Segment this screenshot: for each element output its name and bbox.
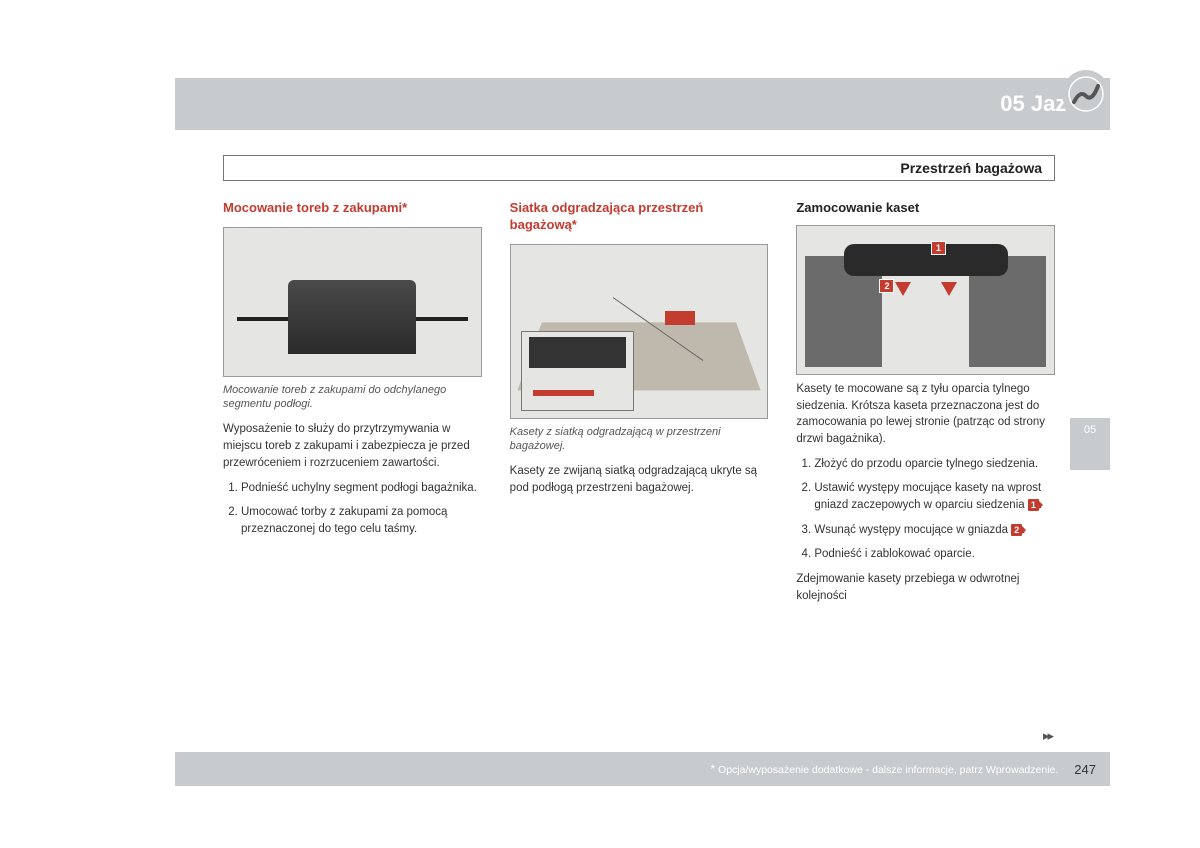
step-ref-1: 1 <box>1028 499 1039 511</box>
list-item: Umocować torby z zakupami za pomocą prze… <box>241 504 482 537</box>
column-2: Siatka odgradzająca przestrzeń bagażową*… <box>510 200 769 612</box>
list-item: Wsunąć występy mocujące w gniazda 2. <box>814 522 1055 539</box>
footer-band: * Opcja/wyposażenie dodatkowe - dalsze i… <box>175 752 1110 786</box>
col3-steps: Złożyć do przodu oparcie tylnego siedzen… <box>796 456 1055 563</box>
list-item: Złożyć do przodu oparcie tylnego siedzen… <box>814 456 1055 473</box>
chapter-icon <box>1062 70 1110 118</box>
col3-para: Kasety te mocowane są z tyłu oparcia tyl… <box>796 381 1055 448</box>
step-text: Ustawić występy mocujące kasety na wpros… <box>814 482 1041 511</box>
continue-icon: ▸▸ <box>1043 728 1052 744</box>
column-1: Mocowanie toreb z zakupami* Mocowanie to… <box>223 200 482 612</box>
content-columns: Mocowanie toreb z zakupami* Mocowanie to… <box>223 200 1055 612</box>
page-number: 247 <box>1074 762 1096 777</box>
col1-caption: Mocowanie toreb z zakupami do odchylaneg… <box>223 383 482 412</box>
list-item: Podnieść uchylny segment podłogi bagażni… <box>241 480 482 497</box>
col3-image: 1 2 <box>796 225 1055 375</box>
side-tab-num: 05 <box>1084 424 1096 436</box>
side-tab: 05 <box>1070 418 1110 470</box>
col2-heading: Siatka odgradzająca przestrzeń bagażową* <box>510 200 769 234</box>
col1-para: Wyposażenie to służy do przytrzymywania … <box>223 421 482 471</box>
col1-image <box>223 227 482 377</box>
col1-steps: Podnieść uchylny segment podłogi bagażni… <box>223 480 482 538</box>
step-ref-2: 2 <box>1011 524 1022 536</box>
col3-tail: Zdejmowanie kasety przebiega w odwrotnej… <box>796 571 1055 604</box>
col2-caption: Kasety z siatką odgradzającą w przestrze… <box>510 425 769 454</box>
col2-image <box>510 244 769 419</box>
step-text: Wsunąć występy mocujące w gniazda <box>814 524 1011 536</box>
footer-asterisk: * <box>710 762 715 776</box>
column-3: Zamocowanie kaset 1 2 Kasety te mocowane… <box>796 200 1055 612</box>
manual-page: 05 Jazda Przestrzeń bagażowa 05 Mocowani… <box>0 0 1200 848</box>
list-item: Ustawić występy mocujące kasety na wpros… <box>814 480 1055 513</box>
section-title: Przestrzeń bagażowa <box>900 160 1042 176</box>
col2-para: Kasety ze zwijaną siatką odgradzającą uk… <box>510 463 769 496</box>
col3-heading: Zamocowanie kaset <box>796 200 1055 215</box>
footer-note-text: Opcja/wyposażenie dodatkowe - dalsze inf… <box>718 764 1058 776</box>
col1-heading: Mocowanie toreb z zakupami* <box>223 200 482 217</box>
list-item: Podnieść i zablokować oparcie. <box>814 546 1055 563</box>
header-band: 05 Jazda <box>175 78 1110 130</box>
footer-note: * Opcja/wyposażenie dodatkowe - dalsze i… <box>710 762 1058 776</box>
section-bar: Przestrzeń bagażowa <box>223 155 1055 181</box>
